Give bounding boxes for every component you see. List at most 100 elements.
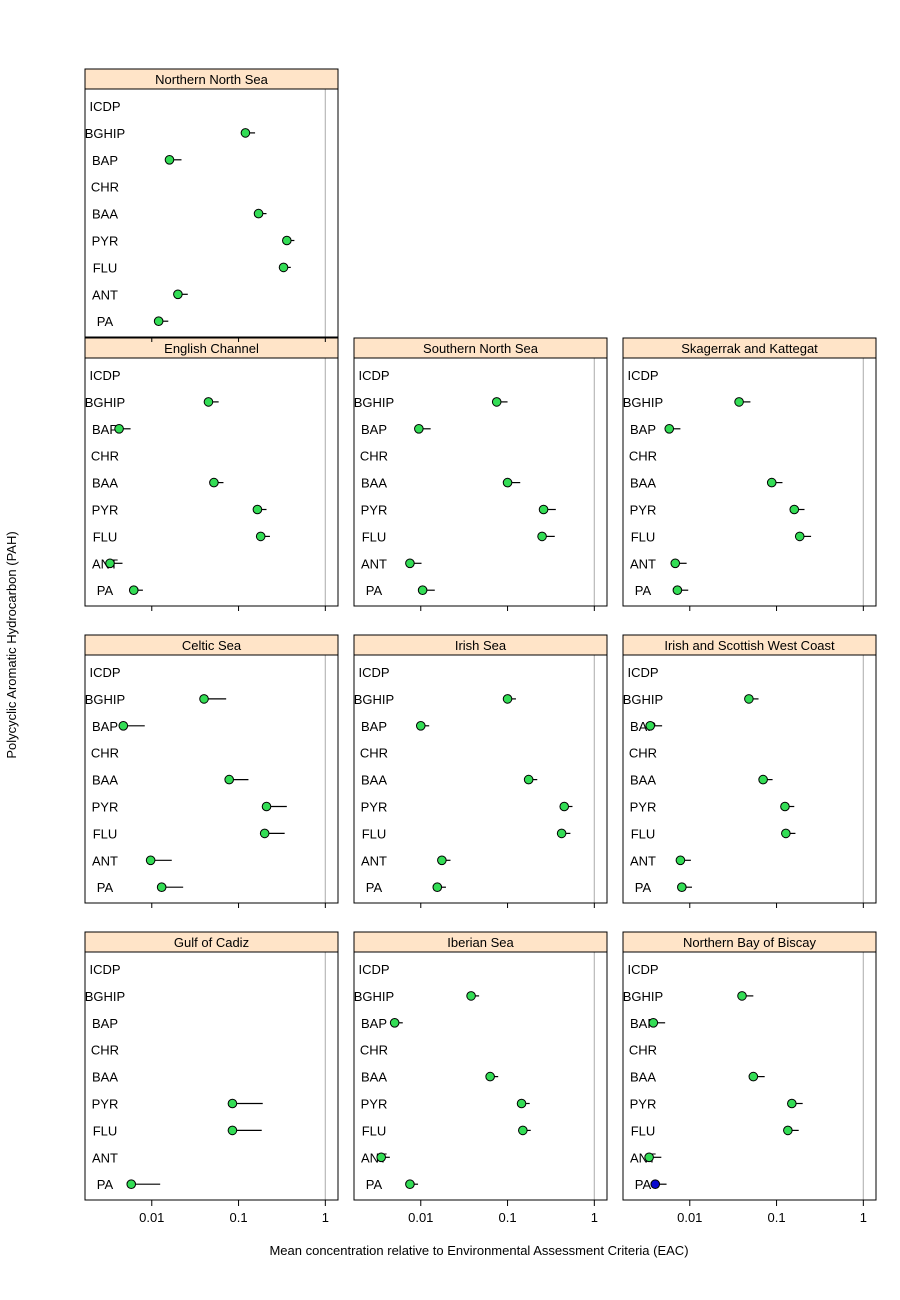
panel-frame [353,931,608,1201]
category-label-flu: FLU [631,1123,656,1138]
panel-northern-bay-of-biscay: Northern Bay of Biscay ICDP BGHIP BAP CHR BAA… [622,931,877,1201]
category-label-bghip: BGHIP [354,395,394,410]
x-tick-label: 0.01 [408,1210,433,1225]
x-tick-label: 0.1 [230,1210,248,1225]
x-axis-group: 0.01 0.1 1 0.01 0.1 1 0.01 0.1 1 [139,337,867,1225]
y-axis-title: Polycyclic Aromatic Hydrocarbon (PAH) [4,531,19,758]
category-label-bap: BAP [92,153,118,168]
panel-frame [622,634,877,904]
data-point-flu [537,531,547,542]
panel-strip [84,337,339,359]
category-label-icdp: ICDP [358,962,389,977]
category-label-bghip: BGHIP [354,989,394,1004]
category-label-ant: ANT [92,287,118,302]
panel-strip [622,337,877,359]
data-point-pa [432,882,443,893]
category-label-pyr: PYR [361,1097,388,1112]
data-point-bghip [502,694,513,704]
data-point-baa [209,477,219,488]
panel-strip [622,931,877,953]
data-point-flu [259,828,270,839]
category-label-ant: ANT [630,556,656,571]
data-point-bap [645,721,656,731]
data-point-flu [255,531,266,542]
data-point-flu [227,1125,238,1136]
category-label-flu: FLU [362,1123,387,1138]
category-label-ant: ANT [92,853,118,868]
panel-frame [353,634,608,904]
category-label-flu: FLU [93,529,118,544]
category-label-flu: FLU [93,1123,118,1138]
panel-frame [84,68,339,338]
category-label-chr: CHR [629,1043,657,1058]
data-point-pyr [516,1098,527,1109]
data-point-pyr [261,801,272,812]
category-label-baa: BAA [361,1070,387,1085]
category-label-chr: CHR [91,180,119,195]
data-point-pyr [227,1098,238,1109]
x-tick-label: 1 [322,1210,329,1225]
category-label-chr: CHR [360,449,388,464]
data-point-flu [794,531,805,542]
panel-frame [84,931,339,1201]
category-label-bap: BAP [361,1016,387,1031]
x-axis-title: Mean concentration relative to Environme… [269,1243,688,1258]
panel-frame [84,634,339,904]
data-point-bghip [737,991,747,1001]
data-point-flu [781,828,791,839]
panel-strip [353,337,608,359]
category-label-bap: BAP [630,1016,656,1031]
category-label-bap: BAP [630,422,656,437]
category-label-bghip: BGHIP [623,989,663,1004]
data-point-bap [114,424,124,434]
category-label-bghip: BGHIP [85,692,125,707]
category-label-baa: BAA [361,476,387,491]
category-label-icdp: ICDP [89,665,120,680]
data-point-pa [153,316,164,327]
data-point-baa [502,477,513,488]
category-label-bghip: BGHIP [623,395,663,410]
category-label-baa: BAA [630,476,656,491]
data-point-pyr [789,504,800,515]
panel-title: Northern North Sea [155,72,268,87]
panel-strip [353,931,608,953]
data-point-ant [670,558,681,569]
panel-strip [84,68,339,90]
data-point-pyr [538,504,549,515]
data-point-pyr [282,235,292,246]
panel-gulf-of-cadiz: Gulf of Cadiz ICDP BGHIP BAP CHR BAA PYR FLU ANT… [84,931,339,1201]
panel-frame [622,931,877,1201]
category-label-icdp: ICDP [89,962,120,977]
panel-frame [84,337,339,607]
panel-title: Irish and Scottish West Coast [664,638,835,653]
category-label-pa: PA [97,880,114,895]
category-label-bap: BAP [361,719,387,734]
category-label-ant: ANT [361,556,387,571]
panel-title: Skagerrak and Kattegat [681,341,818,356]
data-point-bap [118,721,129,731]
data-point-pa [677,882,687,893]
x-axis-col-3: 0.01 0.1 1 [677,1200,867,1225]
category-label-icdp: ICDP [627,368,658,383]
panel-skagerrak-and-kattegat: Skagerrak and Kattegat ICDP BGHIP BAP CHR BAA… [622,337,877,607]
x-tick-label: 0.1 [768,1210,786,1225]
category-label-pyr: PYR [92,503,119,518]
category-label-pa: PA [635,583,652,598]
data-point-flu [556,828,567,839]
x-axis-col-2: 0.01 0.1 1 [408,1200,598,1225]
data-point-bap [415,721,426,731]
panel-english-channel: English ChannelICDPBGHIPBAPCHRBAAPYRFLUA… [84,337,339,607]
data-point-pa [126,1179,137,1189]
panel-strip [84,931,339,953]
panel-title: Iberian Sea [447,935,514,950]
category-label-pa: PA [635,1177,652,1192]
category-label-chr: CHR [91,746,119,761]
category-label-icdp: ICDP [358,665,389,680]
data-point-bap [664,424,675,434]
category-label-chr: CHR [629,746,657,761]
panel-southern-north-sea: Southern North Sea ICDP BGHIP BAP CHR BAA PYR F… [353,337,608,607]
category-label-pa: PA [97,1177,114,1192]
category-label-pa: PA [635,880,652,895]
